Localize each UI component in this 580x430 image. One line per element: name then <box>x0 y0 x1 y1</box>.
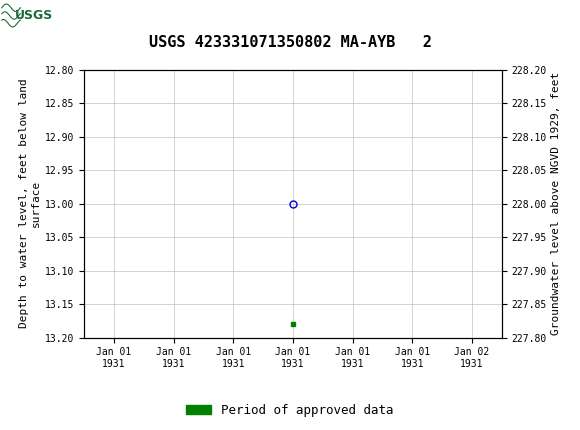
FancyBboxPatch shape <box>2 3 66 28</box>
Text: USGS 423331071350802 MA-AYB   2: USGS 423331071350802 MA-AYB 2 <box>148 35 432 50</box>
Legend: Period of approved data: Period of approved data <box>181 399 399 421</box>
Y-axis label: Groundwater level above NGVD 1929, feet: Groundwater level above NGVD 1929, feet <box>551 72 561 335</box>
Y-axis label: Depth to water level, feet below land
surface: Depth to water level, feet below land su… <box>19 79 41 329</box>
Text: USGS: USGS <box>14 9 53 22</box>
Text: USGS: USGS <box>70 8 117 23</box>
